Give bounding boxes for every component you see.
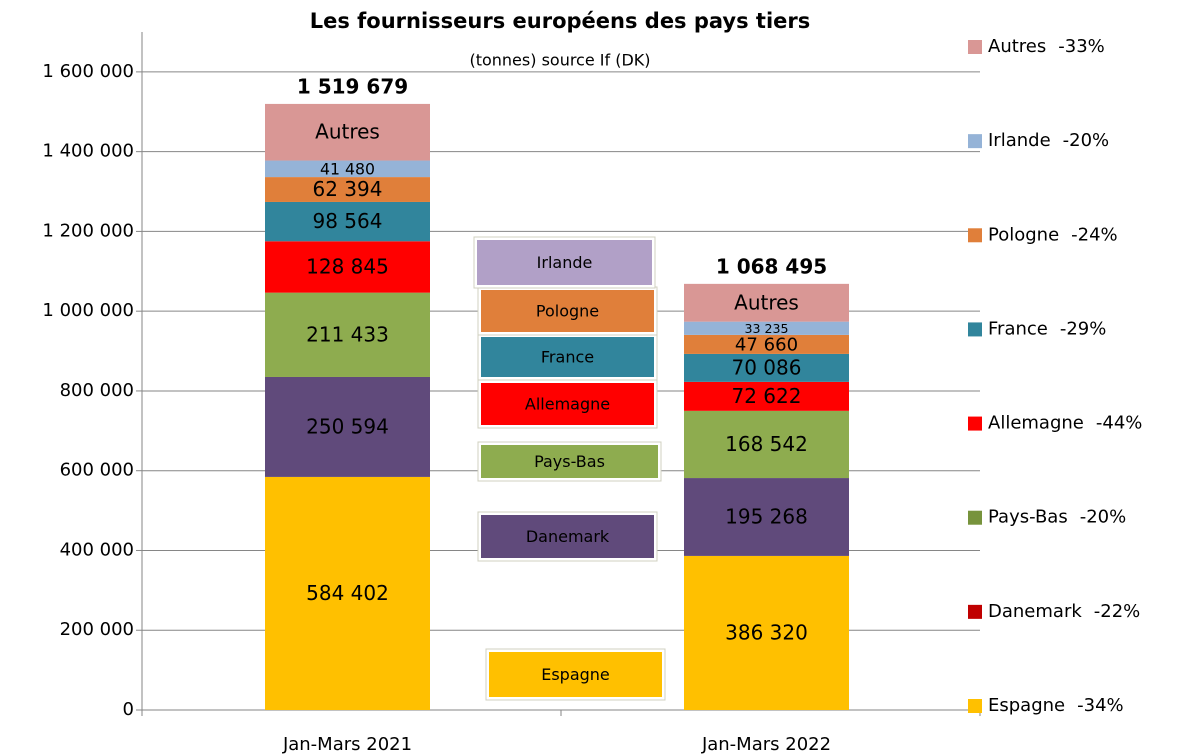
- name-box-label: Pays-Bas: [534, 452, 605, 471]
- bar-segment: [265, 160, 430, 178]
- data-label: Autres: [315, 120, 380, 144]
- legend-change: -20%: [1080, 507, 1127, 528]
- data-label: 211 433: [306, 322, 389, 346]
- name-box: [477, 240, 652, 285]
- y-tick-label: 400 000: [60, 539, 134, 560]
- legend-swatch: [968, 40, 982, 54]
- name-box: [481, 515, 654, 558]
- legend-change: -34%: [1077, 695, 1124, 716]
- total-label: 1 519 679: [297, 74, 408, 98]
- bar-segment: [265, 376, 430, 477]
- bar-segment: [684, 334, 849, 354]
- bar-segment: [684, 410, 849, 479]
- legend-label: Irlande -20%: [988, 130, 1109, 151]
- data-label: 70 086: [732, 355, 802, 379]
- bar-segment: [684, 555, 849, 710]
- data-label: 47 660: [735, 334, 798, 355]
- name-box-label: Espagne: [541, 665, 610, 684]
- y-tick-label: 1 600 000: [42, 61, 134, 82]
- name-box-label: Pologne: [536, 302, 599, 321]
- legend-label: Danemark -22%: [988, 601, 1140, 622]
- data-label: 62 394: [313, 177, 383, 201]
- legend-name: France: [988, 318, 1048, 339]
- legend-label: Pays-Bas -20%: [988, 507, 1126, 528]
- data-label: 72 622: [732, 384, 802, 408]
- bar-segment: [265, 103, 430, 161]
- data-label: 98 564: [313, 209, 383, 233]
- data-label: 168 542: [725, 432, 808, 456]
- y-tick-label: 1 200 000: [42, 220, 134, 241]
- bar-segment: [684, 478, 849, 556]
- bar-segment: [684, 381, 849, 411]
- legend-swatch: [968, 134, 982, 149]
- legend-swatch: [968, 416, 982, 431]
- y-tick-label: 200 000: [60, 619, 134, 640]
- data-label: 128 845: [306, 254, 389, 278]
- bar-segment: [265, 201, 430, 242]
- legend-name: Pays-Bas: [988, 507, 1068, 528]
- name-box: [481, 337, 654, 377]
- data-label: 41 480: [320, 159, 375, 178]
- legend-label: Pologne -24%: [988, 224, 1118, 245]
- bar-segment: [684, 321, 849, 335]
- data-label: 584 402: [306, 581, 389, 605]
- legend-name: Espagne: [988, 695, 1065, 716]
- legend-label: Autres -33%: [988, 36, 1105, 57]
- y-tick-label: 600 000: [60, 460, 134, 481]
- chart-subtitle: (tonnes) source If (DK): [469, 51, 650, 70]
- x-tick-label: Jan-Mars 2022: [701, 734, 831, 755]
- name-box-label: Irlande: [537, 253, 593, 272]
- legend-swatch: [968, 604, 982, 619]
- legend-label: Allemagne -44%: [988, 413, 1142, 434]
- name-box-label: Allemagne: [525, 395, 610, 414]
- data-label: 33 235: [744, 321, 788, 336]
- bar-segment: [265, 177, 430, 202]
- legend-change: -22%: [1094, 601, 1141, 622]
- bar-segment: [684, 283, 849, 322]
- legend-name: Danemark: [988, 601, 1082, 622]
- total-label: 1 068 495: [716, 254, 827, 278]
- data-label: Autres: [734, 290, 799, 314]
- bar-segment: [265, 292, 430, 377]
- chart-title: Les fournisseurs européens des pays tier…: [310, 9, 811, 33]
- bar-segment: [684, 353, 849, 382]
- legend-label: Espagne -34%: [988, 695, 1124, 716]
- y-tick-label: 800 000: [60, 380, 134, 401]
- legend-swatch: [968, 699, 982, 713]
- legend-name: Autres: [988, 36, 1046, 57]
- legend-change: -44%: [1096, 413, 1143, 434]
- data-label: 250 594: [306, 414, 389, 438]
- y-tick-label: 0: [123, 699, 134, 720]
- legend-change: -24%: [1071, 224, 1118, 245]
- legend-change: -29%: [1060, 318, 1107, 339]
- y-tick-label: 1 400 000: [42, 141, 134, 162]
- name-box: [489, 652, 662, 697]
- name-box: [481, 290, 654, 332]
- name-box-label: Danemark: [526, 527, 610, 546]
- legend-name: Allemagne: [988, 413, 1084, 434]
- legend-name: Irlande: [988, 130, 1051, 151]
- legend-swatch: [968, 322, 982, 337]
- x-tick-label: Jan-Mars 2021: [282, 734, 412, 755]
- name-box-label: France: [541, 348, 594, 367]
- legend-label: France -29%: [988, 318, 1106, 339]
- name-box: [481, 383, 654, 425]
- legend-change: -20%: [1063, 130, 1110, 151]
- legend-name: Pologne: [988, 224, 1059, 245]
- data-label: 386 320: [725, 620, 808, 644]
- y-tick-label: 1 000 000: [42, 300, 134, 321]
- legend-swatch: [968, 510, 982, 525]
- bar-segment: [265, 476, 430, 710]
- legend-swatch: [968, 228, 982, 243]
- legend-change: -33%: [1058, 36, 1105, 57]
- data-label: 195 268: [725, 504, 808, 528]
- name-box: [481, 445, 658, 478]
- bar-segment: [265, 241, 430, 293]
